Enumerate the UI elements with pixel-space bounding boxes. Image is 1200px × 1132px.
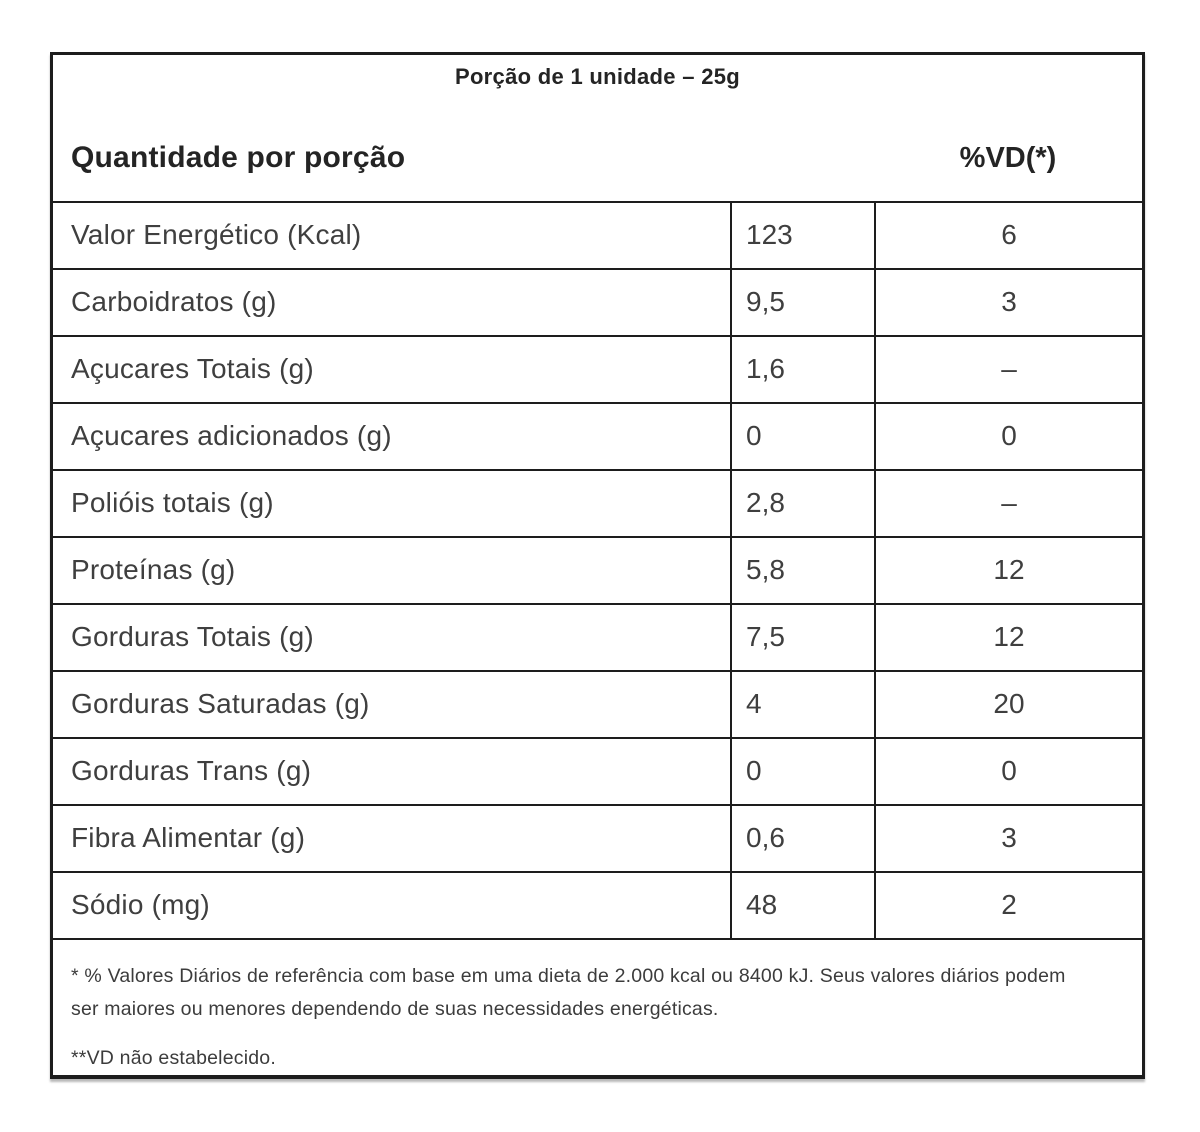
nutrient-label: Gorduras Trans (g) xyxy=(71,755,312,787)
nutrient-label: Valor Energético (Kcal) xyxy=(71,219,362,251)
amount-value: 0 xyxy=(730,738,874,804)
nutrient-label: Proteínas (g) xyxy=(71,554,236,586)
nutrient-label: Fibra Alimentar (g) xyxy=(71,822,306,854)
table-row: Carboidratos (g) 9,5 3 xyxy=(53,267,1142,335)
nutrient-label: Açucares Totais (g) xyxy=(71,353,314,385)
table-row: Gorduras Trans (g) 0 0 xyxy=(53,736,1142,804)
column-header-vd: %VD(*) xyxy=(959,141,1057,174)
nutrition-facts-table: Porção de 1 unidade – 25g Quantidade por… xyxy=(50,52,1145,1079)
vd-value: 3 xyxy=(874,269,1142,335)
table-row: Sódio (mg) 48 2 xyxy=(53,870,1142,938)
table-row: Polióis totais (g) 2,8 – xyxy=(53,468,1142,536)
nutrient-label: Gorduras Saturadas (g) xyxy=(71,688,370,720)
vd-value: 6 xyxy=(874,202,1142,268)
table-row: Fibra Alimentar (g) 0,6 3 xyxy=(53,803,1142,871)
table-header: Porção de 1 unidade – 25g Quantidade por… xyxy=(53,55,1142,201)
serving-size-title: Porção de 1 unidade – 25g xyxy=(454,64,741,89)
nutrient-label: Sódio (mg) xyxy=(71,889,210,921)
footnote-vd-not-established: **VD não estabelecido. xyxy=(71,1046,276,1069)
amount-value: 1,6 xyxy=(730,336,874,402)
nutrient-rows: Valor Energético (Kcal) 123 6 Carboidrat… xyxy=(53,200,1142,938)
vd-value: 0 xyxy=(874,403,1142,469)
amount-value: 9,5 xyxy=(730,269,874,335)
amount-value: 4 xyxy=(730,671,874,737)
amount-value: 2,8 xyxy=(730,470,874,536)
footnotes-section: * % Valores Diários de referência com ba… xyxy=(53,937,1142,1075)
vd-value: 3 xyxy=(874,805,1142,871)
nutrient-label: Polióis totais (g) xyxy=(71,487,274,519)
table-row: Proteínas (g) 5,8 12 xyxy=(53,535,1142,603)
vd-value: 20 xyxy=(874,671,1142,737)
table-row: Gorduras Totais (g) 7,5 12 xyxy=(53,602,1142,670)
nutrient-label: Carboidratos (g) xyxy=(71,286,277,318)
amount-value: 0,6 xyxy=(730,805,874,871)
nutrient-label: Gorduras Totais (g) xyxy=(71,621,314,653)
vd-value: 12 xyxy=(874,604,1142,670)
table-row: Valor Energético (Kcal) 123 6 xyxy=(53,200,1142,268)
amount-value: 48 xyxy=(730,872,874,938)
vd-value: 0 xyxy=(874,738,1142,804)
nutrient-label: Açucares adicionados (g) xyxy=(71,420,392,452)
footnote-daily-values: * % Valores Diários de referência com ba… xyxy=(71,964,1066,1020)
amount-value: 5,8 xyxy=(730,537,874,603)
table-row: Açucares Totais (g) 1,6 – xyxy=(53,334,1142,402)
column-header-row: Quantidade por porção %VD(*) xyxy=(53,90,1142,201)
vd-value: 12 xyxy=(874,537,1142,603)
column-header-quantity: Quantidade por porção xyxy=(71,140,406,174)
amount-value: 7,5 xyxy=(730,604,874,670)
vd-value: – xyxy=(874,336,1142,402)
amount-value: 123 xyxy=(730,202,874,268)
table-row: Gorduras Saturadas (g) 4 20 xyxy=(53,669,1142,737)
table-row: Açucares adicionados (g) 0 0 xyxy=(53,401,1142,469)
vd-value: 2 xyxy=(874,872,1142,938)
amount-value: 0 xyxy=(730,403,874,469)
vd-value: – xyxy=(874,470,1142,536)
